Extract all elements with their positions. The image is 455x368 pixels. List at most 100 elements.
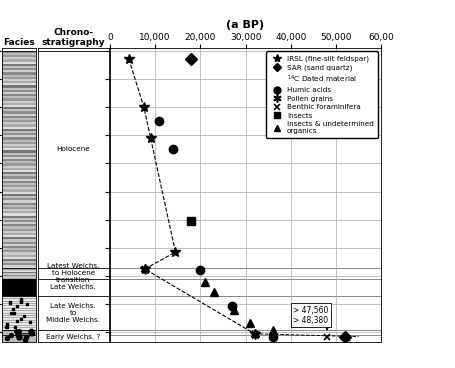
Bar: [2, 252, 36, 255]
Bar: [2, 257, 36, 259]
Bar: [2, 157, 36, 159]
Bar: [2, 70, 36, 72]
Bar: [2, 163, 36, 166]
Bar: [2, 273, 36, 275]
Bar: [2, 55, 36, 57]
Bar: [2, 161, 36, 163]
Bar: [2, 327, 36, 328]
Bar: [2, 239, 36, 241]
Bar: [2, 151, 36, 153]
Bar: [2, 64, 36, 66]
Bar: [2, 275, 36, 276]
Bar: [2, 172, 36, 174]
Bar: [2, 322, 36, 323]
Bar: [2, 209, 36, 211]
Bar: [2, 261, 36, 263]
Bar: [2, 224, 36, 226]
Bar: [2, 244, 36, 246]
Bar: [2, 68, 36, 70]
Bar: [2, 81, 36, 83]
Title: Facies: Facies: [4, 38, 35, 47]
Text: Late Weichs.
to
Middle Weichs.: Late Weichs. to Middle Weichs.: [46, 302, 100, 323]
Text: Late Weichs.: Late Weichs.: [50, 284, 96, 290]
Bar: [2, 211, 36, 213]
Bar: [2, 268, 36, 269]
Bar: [2, 308, 36, 309]
Bar: [2, 296, 36, 297]
Bar: [2, 133, 36, 135]
Bar: [2, 255, 36, 257]
Bar: [2, 142, 36, 144]
Bar: [2, 88, 36, 90]
Bar: [2, 85, 36, 88]
Bar: [2, 305, 36, 307]
Bar: [2, 296, 36, 330]
Bar: [2, 187, 36, 190]
Bar: [2, 66, 36, 68]
Bar: [2, 72, 36, 74]
Bar: [2, 137, 36, 139]
Bar: [2, 51, 36, 53]
Bar: [2, 313, 36, 314]
Bar: [2, 269, 36, 270]
Bar: [2, 124, 36, 127]
Bar: [2, 57, 36, 59]
Bar: [2, 127, 36, 129]
Bar: [2, 190, 36, 192]
Title: Chrono-
stratigraphy: Chrono- stratigraphy: [41, 28, 105, 47]
Bar: [2, 194, 36, 196]
Bar: [2, 77, 36, 79]
Bar: [2, 325, 36, 326]
Bar: [2, 100, 36, 103]
Bar: [2, 229, 36, 231]
Title: (a BP): (a BP): [226, 20, 264, 30]
Bar: [2, 270, 36, 271]
Bar: [2, 259, 36, 261]
Bar: [2, 148, 36, 151]
Bar: [2, 237, 36, 239]
Bar: [2, 178, 36, 181]
Bar: [2, 202, 36, 205]
Bar: [2, 220, 36, 222]
Bar: [2, 216, 36, 218]
Bar: [2, 109, 36, 112]
Bar: [2, 277, 36, 278]
Bar: [2, 146, 36, 148]
Bar: [2, 79, 36, 81]
Bar: [2, 103, 36, 105]
Text: Latest Weichs.
to Holocene
transition: Latest Weichs. to Holocene transition: [47, 263, 99, 283]
Bar: [2, 177, 36, 178]
Bar: [2, 192, 36, 194]
Bar: [2, 248, 36, 250]
Bar: [2, 74, 36, 77]
Bar: [2, 278, 36, 279]
Bar: [2, 303, 36, 304]
Bar: [2, 218, 36, 220]
Bar: [2, 139, 36, 142]
Bar: [2, 185, 36, 187]
Bar: [2, 59, 36, 61]
Legend: IRSL (fine-silt feldspar), SAR (sand quartz), $^{14}$C Dated material, Humic aci: IRSL (fine-silt feldspar), SAR (sand qua…: [266, 52, 377, 138]
Bar: [2, 181, 36, 183]
Bar: [2, 120, 36, 122]
Bar: [2, 144, 36, 146]
Bar: [2, 53, 36, 55]
Text: Early Weichs. ?: Early Weichs. ?: [46, 334, 100, 340]
Bar: [2, 279, 36, 296]
Bar: [2, 222, 36, 224]
Bar: [2, 207, 36, 209]
Bar: [2, 107, 36, 109]
Bar: [2, 213, 36, 216]
Bar: [2, 226, 36, 229]
Bar: [2, 298, 36, 299]
Bar: [2, 330, 36, 342]
Bar: [2, 310, 36, 311]
Bar: [2, 159, 36, 161]
Bar: [2, 200, 36, 202]
Bar: [2, 315, 36, 316]
Bar: [2, 320, 36, 321]
Bar: [2, 114, 36, 116]
Bar: [2, 96, 36, 98]
Bar: [2, 105, 36, 107]
Bar: [2, 196, 36, 198]
